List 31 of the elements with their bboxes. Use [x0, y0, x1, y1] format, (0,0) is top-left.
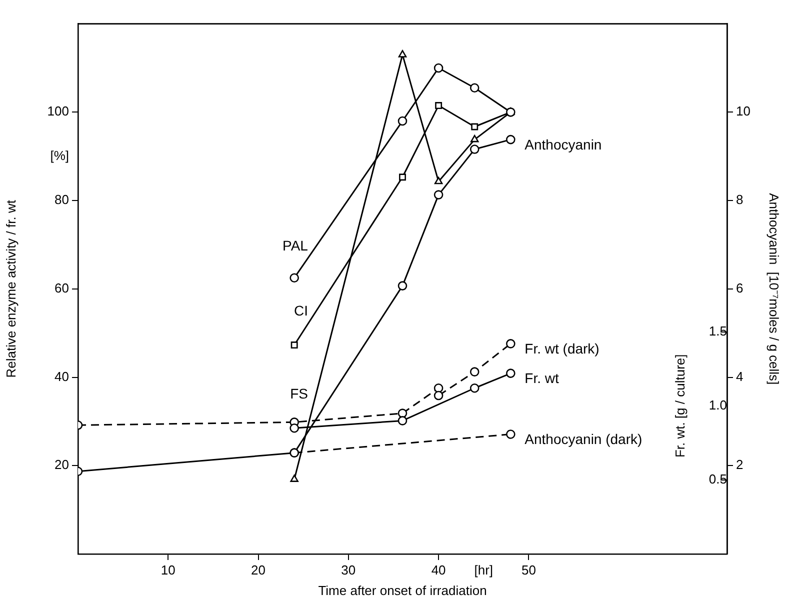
y-tick-label: 60 [54, 280, 69, 296]
x-tick-label: 20 [251, 562, 266, 578]
y-tick-label: 100 [47, 104, 69, 119]
series-label: Anthocyanin [524, 136, 602, 152]
y-tick-label: 20 [54, 457, 69, 472]
y3-tick-label: 1.5 [708, 323, 727, 338]
y-tick-label: [%] [50, 148, 69, 163]
series-label: FS [290, 385, 308, 402]
y2-tick-label: 8 [736, 192, 744, 208]
y2-tick-label: 2 [736, 457, 744, 472]
x-tick-label: 40 [431, 562, 446, 578]
y-axis-title: Relative enzyme activity / fr. wt [3, 200, 18, 378]
x-tick-label: 10 [160, 562, 176, 578]
series-label: Fr. wt (dark) [524, 340, 600, 357]
y3-tick-label: 1.0 [708, 397, 727, 412]
y3-tick-label: 0.5 [708, 472, 727, 487]
x-tick-label: [hr] [474, 562, 494, 578]
x-axis-title: Time after onset of irradiation [318, 582, 487, 598]
series-label: Anthocyanin (dark) [524, 431, 642, 448]
y2-tick-label: 4 [736, 368, 744, 384]
series-label: Fr. wt [524, 370, 559, 386]
series-label: CI [294, 302, 308, 318]
y2-axis-title: Anthocyanin [10⁻⁷moles / g cells] [766, 193, 782, 385]
x-tick-label: 50 [521, 562, 536, 578]
y2-tick-label: 10 [736, 104, 750, 119]
series-label: PAL [282, 237, 308, 254]
y-tick-label: 40 [54, 368, 69, 384]
y3-axis-title: Fr. wt. [g / culture] [672, 354, 688, 458]
y2-tick-label: 6 [736, 280, 744, 296]
x-tick-label: 30 [341, 562, 356, 578]
y-tick-label: 80 [54, 192, 69, 208]
